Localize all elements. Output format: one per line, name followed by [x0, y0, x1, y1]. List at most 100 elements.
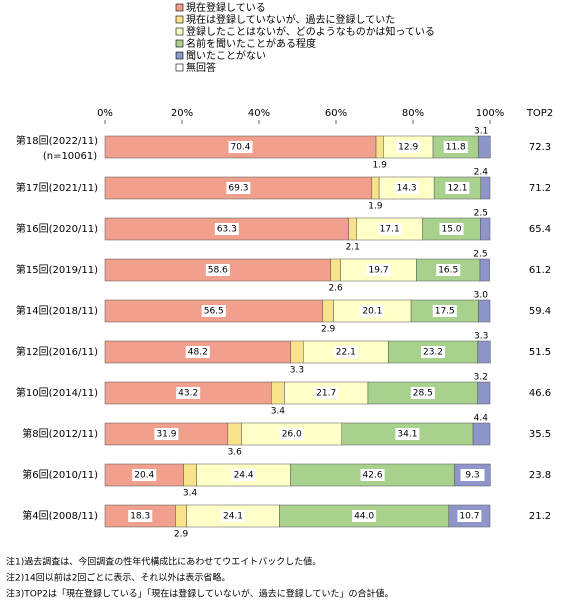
label-box: [176, 387, 201, 399]
x-tick-label: 20%: [171, 108, 193, 119]
label-box: [132, 469, 157, 481]
label-box: [439, 223, 464, 235]
x-tick-label: 0%: [97, 108, 113, 119]
value-label: 2.6: [328, 284, 343, 294]
value-label: 3.2: [474, 373, 488, 383]
label-box: [214, 223, 239, 235]
bar-segment: [472, 422, 491, 446]
value-label: 17.5: [435, 307, 455, 317]
value-label: 4.4: [474, 414, 489, 424]
value-label: 58.6: [208, 266, 228, 276]
value-label: 10.7: [459, 512, 479, 522]
top2-value: 65.4: [529, 224, 551, 235]
legend-swatch: [175, 3, 184, 12]
value-label: 3.4: [183, 489, 198, 499]
label-box: [279, 428, 304, 440]
value-label: 19.7: [369, 266, 389, 276]
top2-value: 35.5: [529, 429, 551, 440]
bar-segment: [227, 422, 242, 446]
bar-segment: [479, 258, 490, 282]
value-label: 3.6: [228, 448, 243, 458]
label-box: [333, 346, 358, 358]
top2-value: 61.2: [529, 265, 551, 276]
x-tick-label: 80%: [402, 108, 424, 119]
value-label: 3.3: [474, 332, 488, 342]
label-box: [226, 182, 251, 194]
label-box: [366, 264, 391, 276]
bar-segment: [480, 217, 491, 241]
label-box: [394, 182, 419, 194]
bar-segment: [480, 176, 491, 200]
label-box: [205, 264, 230, 276]
label-box: [231, 469, 256, 481]
value-label: 3.0: [474, 291, 489, 301]
label-box: [377, 223, 402, 235]
bar-segment: [478, 135, 491, 159]
bar-segment: [271, 381, 285, 405]
legend-label: 現在登録している: [186, 1, 266, 14]
value-label: 20.4: [134, 471, 154, 481]
value-label: 43.2: [178, 389, 198, 399]
value-label: 21.7: [316, 389, 336, 399]
legend-label: 聞いたことがない: [186, 49, 266, 62]
value-label: 1.9: [373, 161, 388, 171]
top2-value: 72.3: [529, 142, 551, 153]
top2-value: 46.6: [529, 388, 551, 399]
value-label: 2.5: [474, 209, 488, 219]
label-box: [360, 469, 385, 481]
top2-value: 51.5: [529, 347, 551, 358]
category-label: 第12回(2016/11): [16, 345, 98, 358]
bar-segment: [348, 217, 358, 241]
label-box: [128, 510, 153, 522]
value-label: 15.0: [441, 225, 461, 235]
legend-label: 名前を聞いたことがある程度: [186, 37, 316, 50]
value-label: 70.4: [230, 143, 250, 153]
value-label: 1.9: [368, 202, 383, 212]
value-label: 28.5: [413, 389, 433, 399]
value-label: 69.3: [228, 184, 248, 194]
value-label: 12.1: [447, 184, 467, 194]
value-label: 3.4: [271, 407, 286, 417]
bar-segment: [375, 135, 384, 159]
legend-label: 無回答: [186, 61, 216, 74]
bar-segment: [371, 176, 380, 200]
category-label: 第8回(2012/11): [22, 427, 98, 440]
value-label: 2.9: [174, 530, 189, 540]
label-box: [352, 510, 377, 522]
label-box: [360, 305, 385, 317]
value-label: 42.6: [363, 471, 383, 481]
bar-segment: [183, 463, 197, 487]
category-label: 第10回(2014/11): [16, 386, 98, 399]
legend-swatch: [175, 51, 184, 60]
value-label: 24.4: [234, 471, 254, 481]
top2-value: 71.2: [529, 183, 551, 194]
legend-label: 現在は登録していないが、過去に登録していた: [186, 13, 395, 26]
value-label: 2.9: [321, 325, 336, 335]
value-label: 14.3: [397, 184, 417, 194]
category-label: 第18回(2022/11): [16, 134, 98, 147]
category-label: 第4回(2008/11): [22, 509, 98, 522]
footnote: 注2)14回以前は2回ごとに表示、それ以外は表示省略。: [6, 572, 230, 584]
label-box: [154, 428, 179, 440]
bar-segment: [290, 340, 304, 364]
footnote: 注3)TOP2は「現在登録している」「現在は登録していないが、過去に登録していた…: [6, 588, 394, 600]
value-label: 16.5: [438, 266, 458, 276]
value-label: 24.1: [223, 512, 243, 522]
value-label: 2.1: [346, 243, 360, 253]
value-label: 22.1: [336, 348, 356, 358]
value-label: 18.3: [130, 512, 150, 522]
value-label: 34.1: [397, 430, 417, 440]
label-box: [201, 305, 226, 317]
bar-segment: [322, 299, 334, 323]
bar-segment: [175, 504, 187, 528]
value-label: 20.1: [362, 307, 382, 317]
top2-value: 59.4: [529, 306, 551, 317]
label-box: [445, 182, 470, 194]
bar-segment: [330, 258, 341, 282]
x-tick-label: 40%: [248, 108, 270, 119]
value-label: 26.0: [282, 430, 302, 440]
category-label: 第15回(2019/11): [16, 263, 98, 276]
value-label: 56.5: [204, 307, 224, 317]
value-label: 17.1: [380, 225, 400, 235]
value-label: 3.1: [474, 127, 488, 137]
